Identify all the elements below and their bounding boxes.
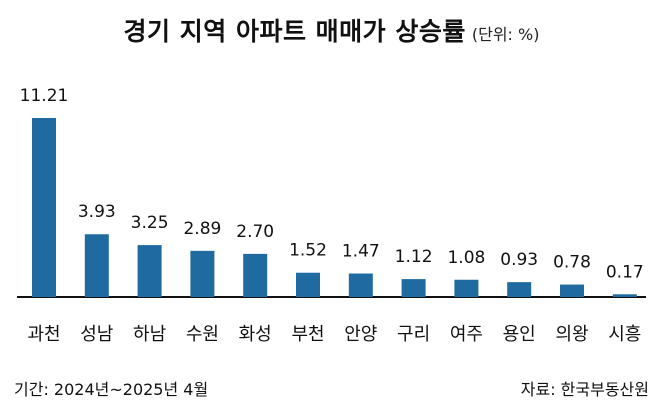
category-label: 용인 (503, 324, 536, 345)
category-label: 화성 (239, 324, 272, 345)
value-label: 1.12 (395, 247, 433, 267)
unit-label: (단위: %) (471, 25, 540, 44)
category-label: 과천 (27, 324, 60, 345)
category-label: 여주 (450, 324, 483, 345)
bar-2 (84, 234, 109, 297)
category-label: 수원 (186, 324, 219, 345)
category-label: 성남 (80, 324, 113, 345)
value-label: 1.08 (447, 248, 485, 268)
value-label: 0.93 (500, 250, 538, 270)
value-label: 2.89 (183, 219, 221, 239)
value-label: 1.52 (289, 241, 327, 261)
value-label: 3.93 (78, 202, 116, 222)
bar-1 (32, 118, 56, 297)
category-label: 부천 (291, 324, 324, 345)
value-label: 2.70 (236, 222, 274, 242)
bar-5 (243, 253, 268, 297)
value-label: 11.21 (20, 86, 69, 106)
bar-12 (612, 294, 637, 297)
bar-6 (296, 272, 320, 297)
source-note: 자료: 한국부동산원 (520, 380, 649, 399)
bar-10 (507, 282, 532, 297)
chart-title-area: 경기 지역 아파트 매매가 상승률 (단위: %) (0, 12, 663, 48)
bar-7 (348, 273, 373, 297)
value-label: 0.17 (606, 262, 644, 282)
category-label: 안양 (344, 324, 377, 345)
category-label: 하남 (133, 324, 166, 345)
category-label: 시흥 (608, 324, 641, 345)
period-note: 기간: 2024년~2025년 4월 (14, 380, 209, 399)
bar-11 (560, 284, 584, 297)
bar-3 (137, 245, 162, 297)
value-label: 0.78 (553, 253, 591, 273)
category-label: 의왕 (555, 324, 588, 345)
chart-title: 경기 지역 아파트 매매가 상승률 (123, 17, 466, 46)
value-label: 1.47 (342, 242, 380, 262)
value-label: 3.25 (131, 213, 169, 233)
bar-9 (454, 279, 479, 297)
bar-8 (401, 279, 426, 297)
category-label: 구리 (397, 324, 430, 345)
bar-4 (190, 250, 215, 297)
